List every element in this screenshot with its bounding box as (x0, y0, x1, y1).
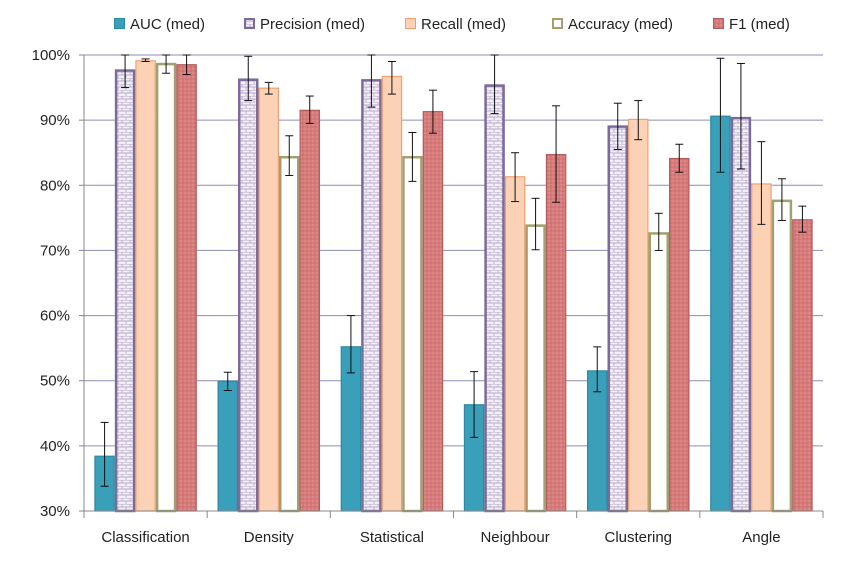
legend-item: Precision (med) (244, 16, 365, 33)
bar-recall-statistical (381, 75, 403, 512)
bar-accuracy-density (279, 155, 300, 513)
error-bar (162, 54, 171, 74)
legend-label: F1 (med) (729, 16, 790, 33)
bar-recall-angle (751, 183, 772, 512)
error-bar (305, 95, 314, 124)
error-bar (593, 346, 602, 393)
error-bar (408, 132, 417, 182)
y-tick-label: 80% (40, 177, 70, 194)
bar-auc-angle (710, 115, 731, 512)
error-bar (777, 178, 786, 221)
bar-auc-density (217, 380, 239, 512)
error-bar (634, 100, 643, 141)
legend-item: AUC (med) (114, 16, 205, 33)
bar-accuracy-statistical (402, 155, 423, 513)
error-bar (613, 102, 622, 150)
error-bar (654, 212, 663, 251)
legend-swatch (713, 18, 724, 29)
x-category-label: Statistical (360, 529, 424, 546)
x-category-label: Neighbour (480, 529, 549, 546)
error-bar (490, 54, 499, 115)
y-tick-label: 60% (40, 308, 70, 325)
legend-swatch (405, 18, 416, 29)
bar-accuracy-clustering (648, 232, 669, 513)
bar-precision-density (238, 78, 259, 513)
error-bar (511, 152, 520, 203)
bar-precision-neighbour (484, 84, 505, 513)
error-bar (387, 61, 396, 95)
error-bar (552, 105, 561, 203)
legend-label: Accuracy (med) (568, 16, 673, 33)
error-bar (223, 371, 232, 391)
y-tick-label: 90% (40, 112, 70, 129)
legend-label: Recall (med) (421, 16, 506, 33)
error-bars-layer (100, 54, 807, 487)
error-bar (675, 143, 684, 173)
bar-accuracy-classification (155, 62, 177, 513)
x-category-label: Classification (101, 529, 189, 546)
error-bar (367, 54, 376, 108)
error-bar (141, 58, 150, 63)
error-bar (428, 89, 437, 134)
bar-accuracy-neighbour (525, 224, 546, 513)
y-tick-label: 40% (40, 438, 70, 455)
error-bar (121, 54, 130, 89)
bar-f1-angle (792, 219, 813, 512)
bar-recall-density (258, 87, 280, 512)
error-bar (531, 197, 540, 251)
legend-item: Accuracy (med) (552, 16, 673, 33)
bar-recall-neighbour (504, 176, 526, 512)
x-category-label: Angle (742, 529, 780, 546)
bar-f1-neighbour (545, 154, 567, 512)
y-tick-label: 70% (40, 242, 70, 259)
x-category-label: Clustering (604, 529, 672, 546)
legend-swatch (244, 18, 255, 29)
y-tick-label: 30% (40, 503, 70, 520)
bar-precision-statistical (361, 79, 382, 513)
y-tick-label: 50% (40, 373, 70, 390)
grid-layer (84, 54, 823, 512)
x-category-label: Density (244, 529, 295, 546)
bar-f1-classification (176, 64, 197, 512)
bar-precision-clustering (607, 125, 628, 513)
bar-precision-angle (730, 116, 752, 513)
legend-label: Precision (med) (260, 16, 365, 33)
legend: AUC (med) Precision (med) Recall (med) Accu… (114, 16, 790, 33)
error-bar (244, 55, 253, 102)
error-bar (757, 141, 766, 225)
bar-f1-density (299, 109, 321, 512)
bar-recall-clustering (627, 118, 649, 512)
legend-swatch (552, 18, 563, 29)
error-bar (100, 421, 109, 487)
error-bar (285, 135, 294, 177)
bar-f1-statistical (422, 111, 444, 512)
legend-label: AUC (med) (130, 16, 205, 33)
bar-recall-classification (135, 60, 156, 512)
error-bar (346, 315, 355, 374)
legend-item: Recall (med) (405, 16, 506, 33)
bar-f1-clustering (668, 157, 690, 512)
axis-layer: 30% 40% 50% 60% 70% 80% 90% 100% Classification D… (32, 47, 824, 546)
legend-item: F1 (med) (713, 16, 790, 33)
error-bar (798, 205, 807, 233)
bar-accuracy-angle (771, 199, 793, 513)
bars-layer (94, 60, 813, 513)
error-bar (470, 371, 479, 438)
bar-precision-classification (114, 69, 136, 513)
error-bar (264, 81, 273, 95)
legend-swatch (114, 18, 125, 29)
error-bar (182, 54, 191, 76)
error-bar (736, 62, 745, 170)
error-bar (716, 57, 725, 173)
y-tick-label: 100% (32, 47, 70, 64)
